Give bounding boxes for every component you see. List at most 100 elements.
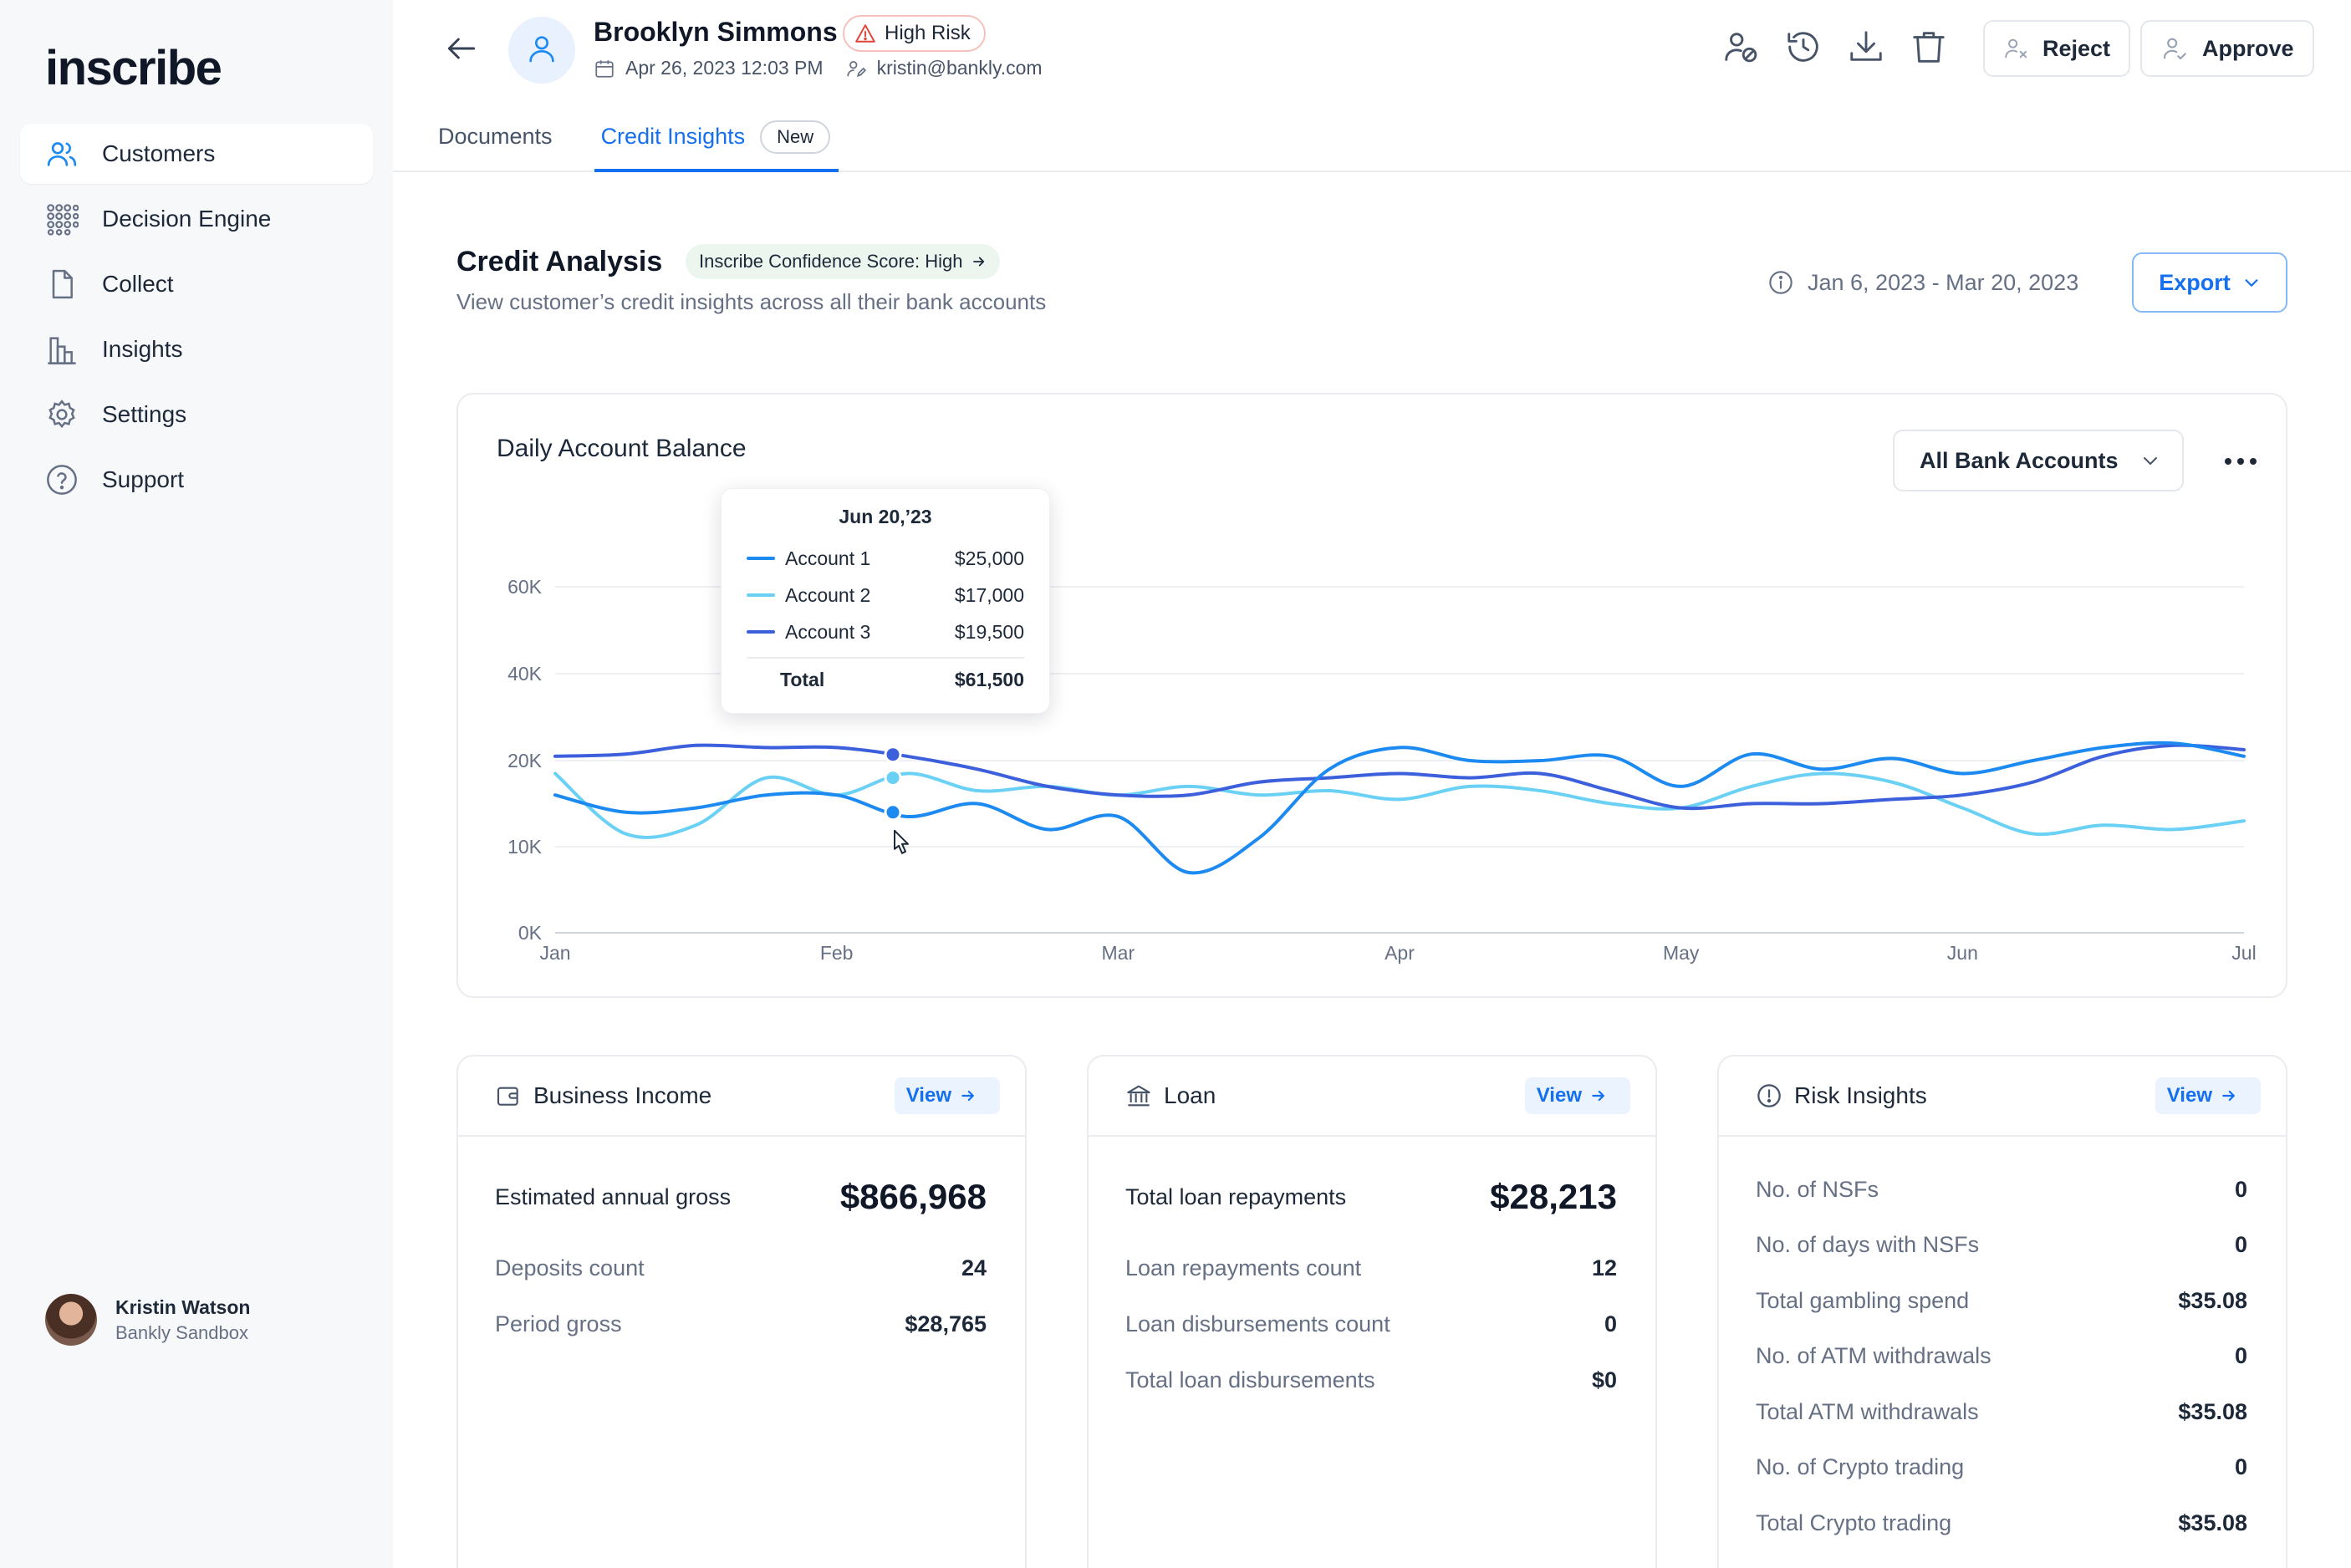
view-label: View <box>1536 1084 1582 1107</box>
tooltip-label: Account 3 <box>785 620 871 643</box>
tooltip-row: Account 3 $19,500 <box>747 613 1024 650</box>
sidebar: inscribe Customers Decision Engine Colle… <box>0 0 393 1568</box>
metric-label: Total loan disbursements <box>1125 1367 1375 1392</box>
risk-badge-label: High Risk <box>885 22 971 44</box>
x-tick-label: May <box>1663 942 1700 964</box>
x-tick-label: Jun <box>1947 942 1978 964</box>
new-badge: New <box>760 120 831 154</box>
metric-row: No. of days with NSFs 0 <box>1756 1218 2247 1274</box>
series-swatch <box>747 630 775 634</box>
account-filter-select[interactable]: All Bank Accounts <box>1893 430 2184 491</box>
card-header: Loan View <box>1089 1056 1655 1137</box>
x-tick-label: Jan <box>539 942 570 964</box>
metric-row: No. of NSFs 0 <box>1756 1162 2247 1218</box>
tooltip-total-label: Total <box>780 668 825 690</box>
metric-label: Loan disbursements count <box>1125 1311 1390 1336</box>
sidebar-item-label: Settings <box>102 401 187 427</box>
tab-bar: Documents Credit Insights New <box>393 110 839 172</box>
card-body: Total loan repayments $28,213 Loan repay… <box>1089 1137 1655 1408</box>
tooltip-value: $19,500 <box>954 620 1024 643</box>
headline-metric: Estimated annual gross $866,968 <box>495 1165 987 1229</box>
approve-label: Approve <box>2202 35 2294 61</box>
card-header: Risk Insights View <box>1719 1056 2286 1137</box>
approve-button[interactable]: Approve <box>2140 20 2314 77</box>
sidebar-item-support[interactable]: Support <box>20 450 373 510</box>
metric-label: No. of Crypto trading <box>1756 1454 1965 1480</box>
chart-title: Daily Account Balance <box>497 435 747 462</box>
metric-value: $35.08 <box>2178 1398 2247 1424</box>
metric-value: $0 <box>1591 1367 1617 1392</box>
file-icon <box>43 266 80 303</box>
sidebar-item-customers[interactable]: Customers <box>20 124 373 184</box>
metric-label: Loan repayments count <box>1125 1255 1362 1280</box>
pointer-cursor-icon <box>894 829 909 854</box>
tab-label: Credit Insights <box>600 124 746 149</box>
sidebar-item-settings[interactable]: Settings <box>20 384 373 445</box>
user-check-icon[interactable] <box>1721 27 1761 67</box>
confidence-score-label: Inscribe Confidence Score: High <box>699 251 963 272</box>
card-body: Estimated annual gross $866,968 Deposits… <box>458 1137 1025 1352</box>
metric-label: Deposits count <box>495 1255 645 1280</box>
tooltip-date: Jun 20,’23 <box>839 506 932 527</box>
card-title: Loan <box>1164 1082 1216 1108</box>
sidebar-item-collect[interactable]: Collect <box>20 254 373 314</box>
x-tick-label: Mar <box>1102 942 1135 964</box>
help-circle-icon <box>43 461 80 498</box>
user-icon <box>525 32 558 69</box>
arrow-right-icon <box>1592 1090 1604 1102</box>
more-options-icon[interactable] <box>2217 445 2264 478</box>
back-arrow-icon[interactable] <box>443 30 480 67</box>
calendar-icon <box>595 59 614 78</box>
view-button[interactable]: View <box>894 1077 1000 1114</box>
view-label: View <box>2166 1084 2212 1107</box>
wallet-icon <box>497 1087 518 1106</box>
arrow-right-icon <box>961 1090 974 1102</box>
user-edit-icon <box>846 60 866 77</box>
x-tick-label: Jul <box>2231 942 2256 964</box>
view-button[interactable]: View <box>2155 1077 2261 1114</box>
trash-icon[interactable] <box>1909 27 1949 67</box>
sidebar-item-label: Support <box>102 466 185 492</box>
bank-icon <box>1127 1085 1150 1107</box>
card-body: No. of NSFs 0 No. of days with NSFs 0 Tota… <box>1719 1137 2286 1551</box>
metric-row: Total gambling spend $35.08 <box>1756 1273 2247 1329</box>
card-header: Business Income View <box>458 1056 1025 1137</box>
app-logo[interactable]: inscribe <box>45 41 222 95</box>
metric-value: 0 <box>2234 1232 2247 1258</box>
user-x-icon <box>2005 38 2027 59</box>
grid-dots-icon <box>43 201 80 237</box>
sidebar-item-decision-engine[interactable]: Decision Engine <box>20 189 373 249</box>
tab-documents[interactable]: Documents <box>431 110 559 172</box>
metric-value: 0 <box>2234 1176 2247 1202</box>
tab-label: Documents <box>438 124 553 149</box>
header-actions <box>1721 27 1971 67</box>
sidebar-item-insights[interactable]: Insights <box>20 319 373 379</box>
history-icon[interactable] <box>1783 27 1823 67</box>
metric-label: Period gross <box>495 1311 622 1336</box>
risk-badge: High Risk <box>843 15 986 52</box>
user-profile[interactable]: Kristin Watson Bankly Sandbox <box>45 1294 250 1346</box>
metric-label: No. of ATM withdrawals <box>1756 1343 1991 1369</box>
alert-circle-icon <box>1757 1084 1781 1107</box>
arrow-right-icon <box>2222 1090 2235 1102</box>
download-icon[interactable] <box>1846 27 1886 67</box>
metric-value: 12 <box>1591 1255 1617 1280</box>
tab-credit-insights[interactable]: Credit Insights New <box>594 110 839 172</box>
tooltip-label: Account 2 <box>785 583 871 606</box>
export-button[interactable]: Export <box>2132 252 2287 313</box>
reject-button[interactable]: Reject <box>1983 20 2130 77</box>
confidence-score-badge[interactable]: Inscribe Confidence Score: High <box>686 244 1000 279</box>
export-label: Export <box>2159 269 2231 295</box>
account-filter-value: All Bank Accounts <box>1920 447 2119 473</box>
users-icon <box>43 135 80 172</box>
hover-point <box>884 746 902 764</box>
series-swatch <box>747 593 775 597</box>
y-tick-label: 0K <box>518 922 543 944</box>
x-tick-label: Feb <box>820 942 854 964</box>
series-swatch <box>747 557 775 560</box>
arrow-right-icon <box>972 257 984 267</box>
view-button[interactable]: View <box>1524 1077 1630 1114</box>
y-tick-label: 20K <box>507 750 543 771</box>
metric-value: 24 <box>961 1255 987 1280</box>
card-title: Business Income <box>533 1082 712 1108</box>
